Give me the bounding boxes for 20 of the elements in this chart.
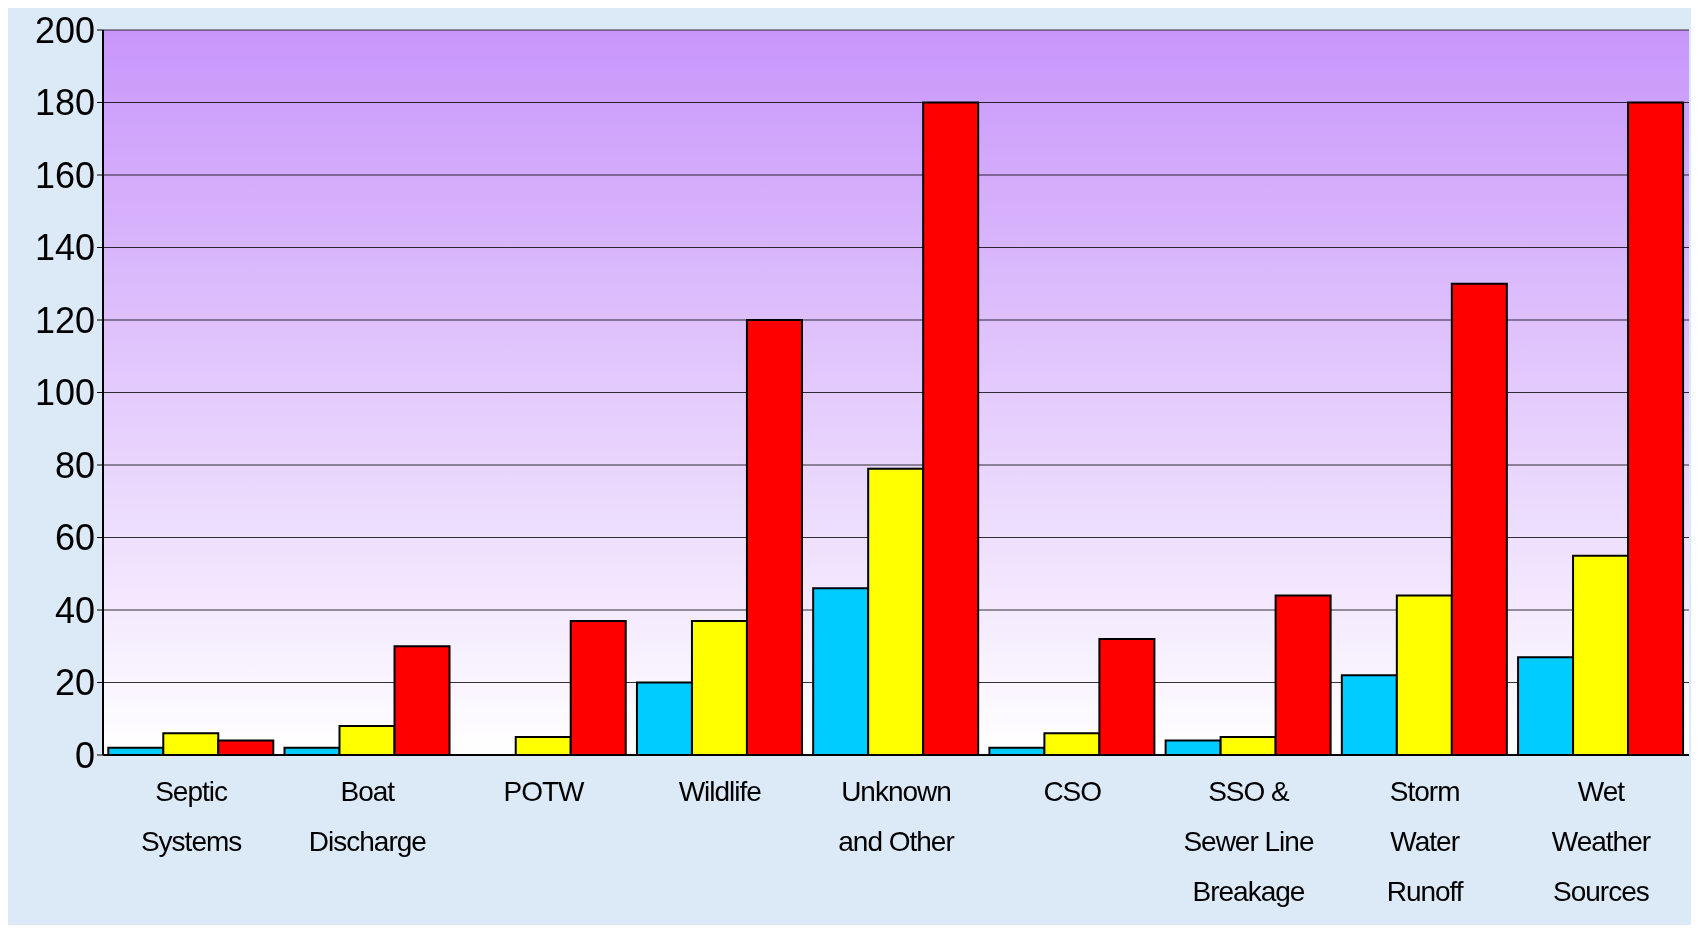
y-tick-label: 40 bbox=[54, 589, 95, 631]
x-tick-label: Wildlife bbox=[678, 776, 762, 807]
y-tick-label: 100 bbox=[34, 372, 95, 414]
x-tick-label: CSO bbox=[1043, 776, 1102, 807]
x-tick-label: Unknown and Other bbox=[838, 776, 955, 857]
x-tick-label: Boat Discharge bbox=[308, 776, 427, 857]
y-tick-label: 60 bbox=[54, 517, 95, 559]
y-tick-label: 80 bbox=[54, 444, 95, 486]
y-tick-label: 200 bbox=[34, 9, 95, 51]
y-tick-label: 20 bbox=[54, 662, 95, 704]
x-tick-label: Septic Systems bbox=[140, 776, 242, 857]
x-tick-label: Wet Weather Sources bbox=[1551, 776, 1651, 907]
x-tick-label: POTW bbox=[503, 776, 586, 807]
y-tick-label: 120 bbox=[34, 299, 95, 341]
y-tick-label: 140 bbox=[34, 227, 95, 269]
x-tick-label: Storm Water Runoff bbox=[1386, 776, 1464, 907]
x-tick-label: SSO & Sewer Line Breakage bbox=[1183, 776, 1314, 907]
y-tick-label: 180 bbox=[34, 82, 95, 124]
y-tick-label: 160 bbox=[34, 154, 95, 196]
y-tick-label: 0 bbox=[74, 734, 95, 776]
